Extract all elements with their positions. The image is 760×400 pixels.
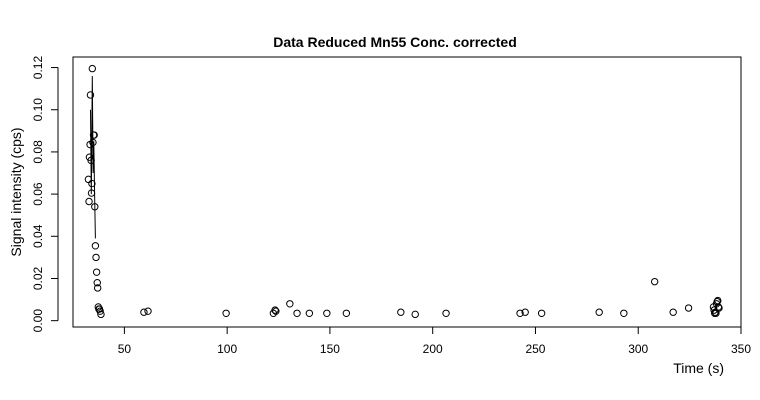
data-point bbox=[87, 189, 96, 197]
x-tick-label: 50 bbox=[118, 342, 132, 356]
data-point bbox=[684, 304, 693, 312]
data-point bbox=[650, 277, 659, 286]
x-tick-label: 250 bbox=[525, 342, 545, 356]
data-point bbox=[91, 203, 99, 211]
y-tick-label: 0.04 bbox=[31, 224, 45, 248]
data-point bbox=[84, 175, 93, 184]
data-point bbox=[271, 306, 279, 314]
data-point bbox=[537, 309, 546, 317]
data-point bbox=[93, 279, 101, 287]
data-point bbox=[397, 308, 405, 316]
x-tick-label: 100 bbox=[217, 342, 237, 356]
data-point bbox=[442, 309, 450, 317]
data-point bbox=[96, 307, 104, 315]
y-axis: 0.00 0.02 0.04 0.06 0.08 0.10 0.12 bbox=[31, 56, 59, 333]
y-tick-label: 0.00 bbox=[31, 309, 45, 333]
chart-title: Data Reduced Mn55 Conc. corrected bbox=[273, 34, 517, 50]
x-tick-label: 200 bbox=[423, 342, 443, 356]
x-tick-label: 350 bbox=[731, 342, 751, 356]
x-tick-label: 300 bbox=[628, 342, 648, 356]
y-tick-label: 0.12 bbox=[31, 56, 45, 80]
data-point bbox=[93, 284, 102, 292]
data-point bbox=[86, 91, 95, 99]
data-points bbox=[84, 64, 723, 319]
data-point bbox=[669, 308, 677, 316]
data-point bbox=[90, 131, 98, 139]
y-axis-label: Signal intensity (cps) bbox=[8, 127, 24, 256]
data-point bbox=[521, 308, 529, 316]
x-axis: 50 100 150 200 250 300 350 bbox=[118, 326, 751, 356]
data-point bbox=[323, 309, 331, 317]
data-point bbox=[286, 300, 294, 308]
data-point bbox=[305, 309, 314, 317]
data-point bbox=[411, 310, 419, 319]
y-tick-label: 0.08 bbox=[31, 140, 45, 164]
data-point bbox=[272, 307, 280, 315]
data-point bbox=[97, 310, 105, 319]
data-point bbox=[516, 309, 524, 317]
data-point bbox=[620, 309, 628, 317]
data-point bbox=[293, 309, 301, 317]
data-point bbox=[92, 268, 101, 276]
y-tick-label: 0.02 bbox=[31, 266, 45, 290]
y-tick-label: 0.10 bbox=[31, 98, 45, 122]
data-point bbox=[88, 179, 96, 188]
data-point bbox=[87, 156, 95, 165]
data-point bbox=[715, 304, 723, 312]
x-axis-label: Time (s) bbox=[673, 360, 724, 376]
data-point bbox=[712, 309, 720, 317]
x-tick-label: 150 bbox=[320, 342, 340, 356]
data-point bbox=[144, 307, 152, 315]
data-point bbox=[595, 308, 603, 316]
data-point bbox=[89, 138, 97, 147]
data-point bbox=[85, 197, 93, 206]
data-point bbox=[222, 309, 230, 317]
data-point bbox=[92, 253, 100, 262]
y-tick-label: 0.06 bbox=[31, 182, 45, 206]
plot-box bbox=[72, 56, 742, 328]
data-point bbox=[88, 64, 97, 73]
data-point bbox=[140, 308, 148, 316]
data-point bbox=[342, 309, 351, 317]
data-point bbox=[91, 242, 100, 250]
